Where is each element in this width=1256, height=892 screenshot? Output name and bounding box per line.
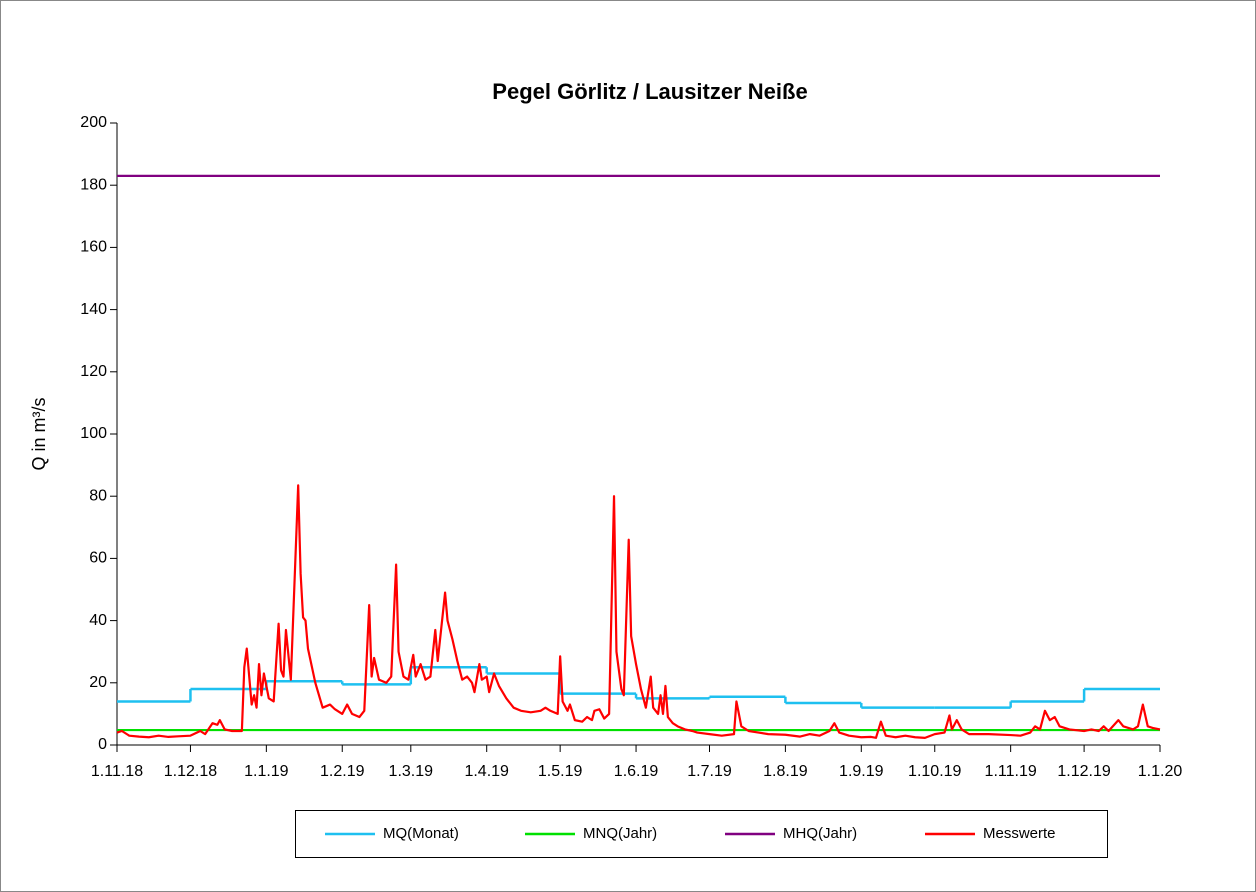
y-tick-label: 40: [89, 612, 107, 629]
y-tick-label: 140: [80, 301, 107, 318]
y-tick-label: 120: [80, 363, 107, 380]
y-tick-label: 80: [89, 487, 107, 504]
x-tick-label: 1.2.19: [320, 763, 365, 780]
x-tick-label: 1.1.19: [244, 763, 289, 780]
x-tick-label: 1.12.19: [1057, 763, 1110, 780]
y-tick-label: 0: [98, 736, 107, 753]
x-tick-label: 1.4.19: [464, 763, 509, 780]
x-tick-label: 1.11.18: [91, 763, 143, 780]
legend-label: MQ(Monat): [383, 825, 459, 842]
x-tick-label: 1.12.18: [164, 763, 217, 780]
y-tick-label: 160: [80, 239, 107, 256]
x-tick-label: 1.6.19: [614, 763, 659, 780]
y-tick-label: 100: [80, 425, 107, 442]
y-tick-label: 20: [89, 674, 107, 691]
x-tick-label: 1.5.19: [538, 763, 583, 780]
legend-label: Messwerte: [983, 825, 1056, 842]
x-tick-label: 1.7.19: [687, 763, 732, 780]
y-tick-label: 200: [80, 114, 107, 131]
x-tick-label: 1.1.20: [1138, 763, 1183, 780]
x-tick-label: 1.9.19: [839, 763, 884, 780]
y-tick-label: 60: [89, 550, 107, 567]
series-line: [116, 484, 1161, 739]
x-tick-label: 1.11.19: [985, 763, 1037, 780]
chart-title: Pegel Görlitz / Lausitzer Neiße: [492, 79, 807, 104]
y-tick-label: 180: [80, 176, 107, 193]
y-axis-label: Q in m³/s: [29, 397, 49, 470]
legend-label: MHQ(Jahr): [783, 825, 857, 842]
legend-label: MNQ(Jahr): [583, 825, 657, 842]
x-tick-label: 1.3.19: [389, 763, 434, 780]
x-tick-label: 1.10.19: [908, 763, 961, 780]
x-tick-label: 1.8.19: [763, 763, 808, 780]
